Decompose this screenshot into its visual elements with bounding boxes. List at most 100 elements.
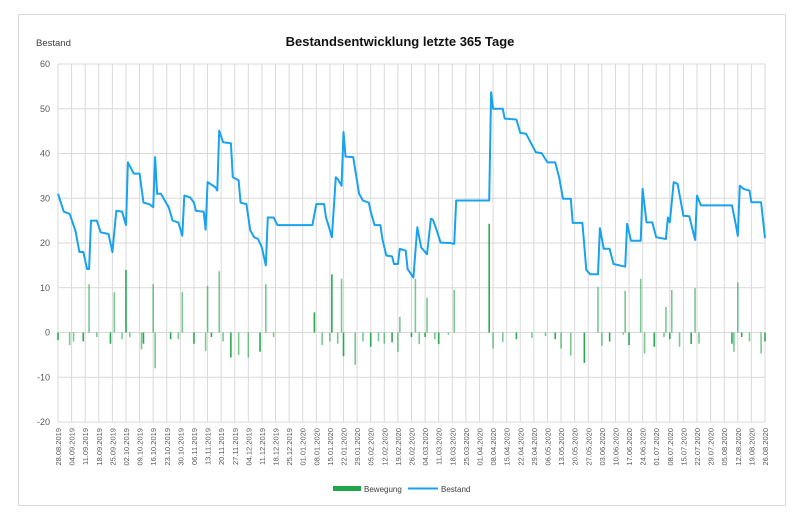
bar-bewegung (560, 332, 562, 349)
bar-bewegung (414, 278, 417, 333)
x-tick-label: 25.12.2019 (285, 428, 294, 466)
y-tick-label: 40 (40, 149, 50, 159)
x-tick-label: 22.01.2020 (340, 428, 349, 466)
bar-bewegung (669, 332, 671, 340)
x-tick-label: 28.08.2019 (54, 428, 63, 466)
bar-bewegung (383, 332, 386, 344)
y-tick-label: 50 (40, 104, 50, 114)
bar-bewegung (362, 332, 364, 342)
bar-bewegung (181, 292, 184, 333)
x-tick-label: 05.02.2020 (367, 428, 376, 466)
line-bestand (57, 91, 766, 279)
bar-bewegung (88, 284, 90, 333)
x-tick-label: 26.02.2020 (408, 428, 417, 466)
bar-bewegung (492, 332, 494, 349)
bar-bewegung (342, 332, 345, 357)
bar-bewegung (515, 332, 518, 340)
bar-bewegung (237, 332, 240, 355)
x-tick-label: 18.09.2019 (95, 428, 104, 466)
x-tick-label: 18.12.2019 (272, 428, 281, 466)
x-tick-label: 19.08.2020 (747, 428, 756, 466)
legend-label-bewegung: Bewegung (364, 485, 402, 494)
x-tick-label: 23.10.2019 (163, 428, 172, 466)
x-tick-label: 24.06.2020 (639, 428, 648, 466)
bar-bewegung (96, 332, 98, 337)
bar-bewegung (340, 278, 343, 333)
bar-bewegung (72, 332, 75, 342)
bar-bewegung (410, 332, 413, 337)
bar-bewegung (694, 288, 696, 333)
x-tick-label: 02.10.2019 (122, 428, 131, 466)
bar-bewegung (129, 332, 131, 337)
bar-bewegung (740, 332, 743, 337)
y-tick-label: 30 (40, 193, 50, 203)
bar-bewegung (488, 223, 490, 333)
bar-bewegung (369, 332, 372, 347)
x-tick-label: 12.08.2020 (734, 428, 743, 466)
bar-bewegung (169, 332, 172, 340)
x-tick-label: 08.04.2020 (489, 428, 498, 466)
x-tick-label: 18.03.2020 (448, 428, 457, 466)
y-tick-label: 10 (40, 283, 50, 293)
bar-bewegung (222, 332, 224, 342)
bar-bewegung (653, 332, 656, 347)
bar-bewegung (531, 332, 533, 338)
x-tick-label: 22.07.2020 (693, 428, 702, 466)
bar-bewegung (154, 332, 156, 369)
bar-bewegung (177, 332, 180, 340)
legend-label-bestand: Bestand (441, 485, 470, 494)
bar-bewegung (125, 269, 127, 333)
bar-bewegung (678, 332, 681, 347)
bar-bewegung (247, 332, 250, 358)
bar-bewegung (142, 332, 145, 344)
bar-bewegung (583, 332, 586, 363)
bar-bewegung (82, 332, 85, 342)
bar-bewegung (336, 332, 339, 344)
bar-bewegung (569, 332, 572, 356)
bar-bewegung (259, 332, 261, 352)
x-tick-label: 25.09.2019 (108, 428, 117, 466)
bar-bewegung (313, 312, 316, 333)
bar-bewegung (597, 286, 599, 333)
bar-bewegung (397, 332, 399, 352)
x-tick-label: 22.04.2020 (516, 428, 525, 466)
bar-bewegung (601, 332, 603, 346)
x-tick-label: 15.04.2020 (503, 428, 512, 466)
bar-bewegung (670, 289, 673, 333)
x-tick-label: 29.07.2020 (707, 428, 716, 466)
bar-bewegung (748, 332, 751, 342)
bar-bewegung (622, 332, 625, 335)
bar-bewegung (608, 332, 611, 342)
bar-bewegung (121, 332, 123, 340)
y-tick-label: 0 (45, 328, 50, 338)
bar-bewegung (643, 332, 646, 354)
bar-bewegung (377, 332, 380, 342)
bar-bewegung (57, 332, 59, 341)
bar-bewegung (265, 284, 267, 333)
y-tick-label: -20 (37, 417, 50, 427)
y-tick-label: 60 (40, 59, 50, 69)
x-tick-label: 11.09.2019 (81, 428, 90, 465)
x-tick-label: 11.12.2019 (258, 428, 267, 465)
bar-bewegung (698, 332, 700, 344)
bar-bewegung (140, 332, 143, 350)
bar-bewegung (764, 332, 766, 342)
bar-bewegung (113, 292, 116, 333)
legend-swatch-bewegung (333, 486, 361, 491)
x-tick-label: 20.11.2019 (217, 428, 226, 465)
x-tick-label: 17.06.2020 (625, 428, 634, 466)
bar-bewegung (690, 332, 692, 345)
x-tick-label: 08.01.2020 (312, 428, 321, 466)
x-tick-label: 10.06.2020 (611, 428, 620, 466)
x-tick-label: 25.03.2020 (462, 428, 471, 466)
bar-bewegung (109, 332, 112, 344)
bar-bewegung (437, 332, 440, 345)
chart-title: Bestandsentwicklung letzte 365 Tage (286, 34, 515, 49)
x-tick-label: 27.05.2020 (584, 428, 593, 466)
x-tick-label: 15.01.2020 (326, 428, 335, 466)
bar-bewegung (639, 278, 642, 333)
legend: Bewegung Bestand (333, 485, 470, 494)
bar-bewegung (663, 332, 665, 337)
bar-bewegung (391, 332, 393, 343)
bar-bewegung (218, 271, 221, 333)
